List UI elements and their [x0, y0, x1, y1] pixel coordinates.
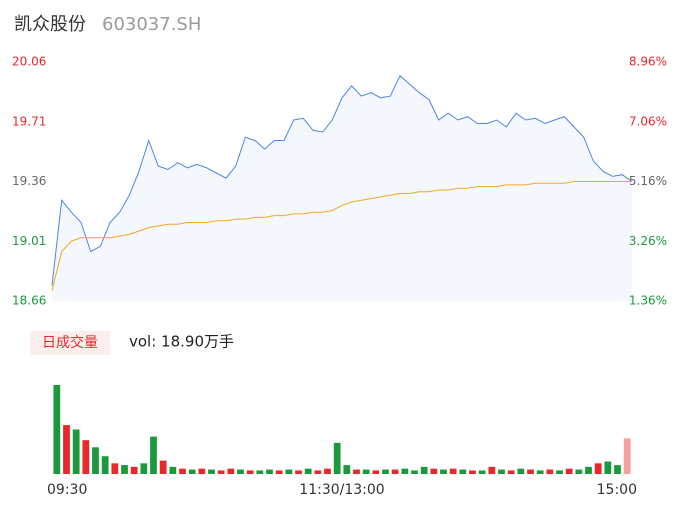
- volume-bar: [353, 469, 360, 474]
- volume-bar: [478, 470, 486, 474]
- volume-bar: [382, 469, 389, 474]
- volume-bar: [63, 425, 70, 474]
- y2-tick-label: 1.36%: [629, 294, 667, 308]
- average-line: [51, 181, 632, 291]
- volume-bar: [469, 470, 476, 474]
- volume-bar: [517, 468, 525, 474]
- volume-bar: [333, 442, 341, 474]
- volume-bar: [546, 469, 554, 474]
- y-tick-label: 18.66: [12, 294, 46, 308]
- volume-bar: [575, 469, 583, 474]
- volume-bar: [459, 469, 467, 474]
- x-tick-label: 11:30/13:00: [299, 482, 384, 498]
- volume-bar: [169, 466, 177, 474]
- volume-bar: [140, 463, 148, 474]
- volume-bar: [266, 469, 273, 474]
- volume-bar: [507, 470, 515, 474]
- volume-bar: [623, 438, 631, 474]
- volume-bar: [150, 436, 157, 474]
- y-tick-label: 19.36: [12, 174, 46, 188]
- y-tick-label: 19.01: [12, 234, 46, 248]
- volume-bar: [362, 469, 370, 474]
- volume-bar: [304, 468, 312, 474]
- volume-bar: [111, 463, 119, 474]
- price-line: [51, 74, 633, 286]
- volume-bar: [275, 470, 283, 474]
- volume-bar: [101, 456, 109, 474]
- volume-bar: [295, 470, 302, 474]
- y-tick-label: 20.06: [12, 55, 46, 69]
- volume-bar: [594, 463, 602, 474]
- volume-bar: [604, 461, 612, 474]
- volume-bar: [565, 468, 573, 474]
- volume-bar: [237, 469, 244, 474]
- volume-bar: [585, 466, 592, 474]
- y2-tick-label: 3.26%: [629, 234, 667, 248]
- price-area: [52, 75, 632, 301]
- volume-bar: [536, 470, 544, 474]
- volume-bar: [314, 470, 322, 474]
- volume-bar: [401, 468, 409, 474]
- volume-bar: [227, 468, 235, 474]
- x-tick-label: 15:00: [597, 482, 637, 498]
- volume-bar: [440, 469, 447, 474]
- volume-bar: [82, 440, 90, 474]
- volume-bar: [217, 470, 225, 474]
- volume-bar: [198, 468, 206, 474]
- stock-name: 凯众股份: [14, 14, 86, 35]
- volume-bar: [246, 470, 254, 474]
- volume-bar: [391, 469, 399, 474]
- volume-bar: [130, 466, 138, 474]
- volume-bar: [53, 385, 61, 474]
- volume-total: vol: 18.90万手: [129, 333, 234, 351]
- volume-bar: [72, 429, 80, 474]
- volume-label: 日成交量: [42, 334, 98, 351]
- y2-tick-label: 7.06%: [629, 114, 667, 128]
- volume-bar: [179, 468, 186, 474]
- volume-bar: [92, 447, 99, 474]
- volume-bar: [324, 468, 331, 474]
- y-tick-label: 19.71: [12, 114, 46, 128]
- volume-bar: [498, 469, 505, 474]
- volume-bar: [614, 465, 621, 474]
- x-tick-label: 09:30: [47, 482, 87, 498]
- volume-bar: [256, 470, 264, 474]
- volume-label-bg: [30, 331, 110, 355]
- volume-bar: [556, 470, 563, 474]
- volume-bar: [285, 469, 293, 474]
- volume-bar: [159, 460, 167, 474]
- y2-tick-label: 8.96%: [629, 55, 667, 69]
- volume-bar: [121, 465, 128, 474]
- volume-bar: [188, 469, 196, 474]
- volume-bar: [411, 470, 418, 474]
- volume-bar: [372, 470, 380, 474]
- volume-bar: [430, 468, 438, 474]
- volume-bar: [420, 466, 428, 474]
- volume-bar: [527, 469, 534, 474]
- volume-bar: [343, 465, 351, 474]
- volume-bar: [488, 466, 496, 474]
- stock-code: 603037.SH: [102, 14, 201, 35]
- volume-bar: [449, 468, 457, 474]
- y2-tick-label: 5.16%: [629, 174, 667, 188]
- volume-bar: [208, 469, 215, 474]
